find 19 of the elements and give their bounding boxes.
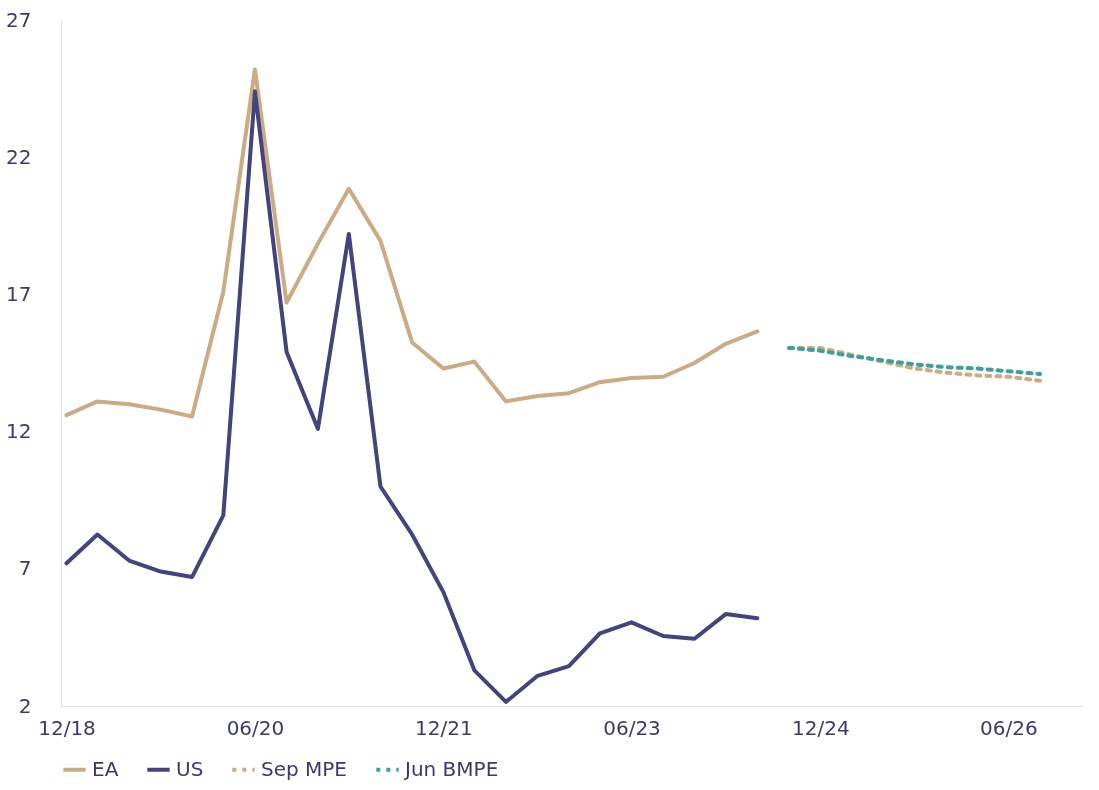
y-tick-label: 7	[18, 556, 32, 581]
y-tick-label: 17	[6, 281, 32, 306]
x-tick-label: 06/26	[980, 715, 1038, 740]
legend-label: US	[176, 756, 204, 781]
line-series	[787, 345, 1043, 376]
legend-label: EA	[92, 756, 119, 781]
y-tick-label: 12	[6, 419, 32, 444]
x-tick-label: 06/20	[226, 715, 285, 740]
legend-label: Jun BMPE	[403, 756, 499, 781]
y-tick-label: 2	[18, 693, 32, 718]
line-series	[64, 67, 760, 419]
x-tick-label: 12/24	[791, 715, 850, 740]
line-series	[64, 89, 760, 704]
x-tick-label: 06/23	[603, 715, 661, 740]
x-tick-label: 12/18	[38, 715, 96, 740]
x-tick-label: 12/21	[415, 715, 473, 740]
y-tick-label: 27	[6, 7, 32, 32]
y-tick-label: 22	[6, 144, 32, 169]
legend-label: Sep MPE	[261, 756, 348, 781]
